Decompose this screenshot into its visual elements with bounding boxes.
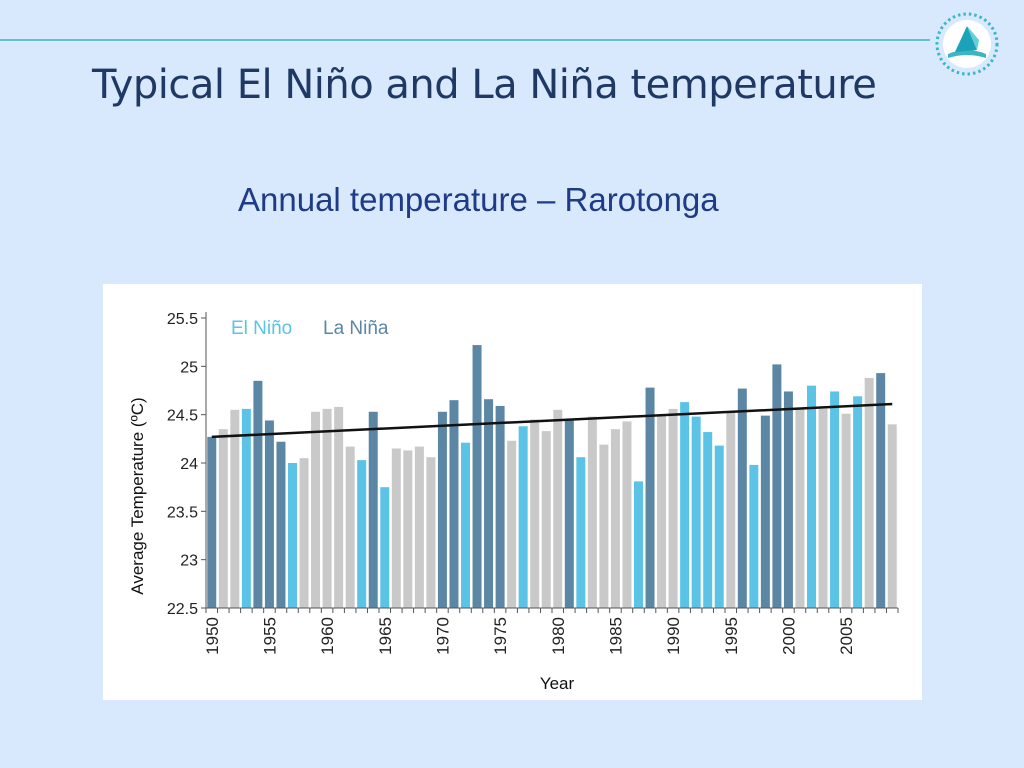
bar-1991	[680, 402, 690, 608]
x-tick-label: 1960	[318, 617, 337, 655]
bar-1995	[726, 411, 736, 608]
x-tick-label: 1985	[606, 617, 625, 655]
bar-1997	[749, 464, 759, 608]
bar-1988	[645, 387, 655, 608]
bar-1950	[207, 436, 217, 608]
bar-1982	[576, 457, 586, 608]
x-axis: 1950 1955 1960 1965 1970 1975 1980 1985 1990 1995…	[203, 607, 899, 655]
bar-1967	[403, 450, 413, 608]
bar-1990	[668, 408, 678, 608]
bar-1971	[449, 400, 459, 608]
bar-1959	[311, 411, 321, 608]
x-tick-label: 1955	[260, 617, 279, 655]
y-tick-label: 23.5	[167, 504, 198, 521]
bar-1968	[414, 446, 424, 608]
sail-boat-logo-icon	[935, 12, 999, 76]
bar-1957	[288, 463, 297, 608]
bar-1974	[484, 399, 494, 608]
bar-1992	[691, 416, 701, 608]
bar-1961	[334, 406, 344, 608]
x-tick-label: 1995	[722, 617, 741, 655]
bar-1979	[541, 431, 551, 608]
bar-1956	[276, 441, 286, 608]
bar-1980	[553, 409, 563, 608]
bar-1994	[714, 445, 724, 608]
bar-2006	[853, 396, 863, 608]
y-tick-label: 24	[180, 456, 198, 473]
header-divider-line	[0, 39, 930, 41]
bar-1970	[437, 411, 447, 608]
legend-la-nina: La Niña	[323, 318, 389, 339]
bar-1984	[599, 444, 609, 608]
bar-2000	[783, 391, 793, 608]
bar-1963	[357, 460, 367, 608]
bar-1964	[368, 411, 378, 608]
bar-1960	[322, 408, 332, 608]
slide-subtitle: Annual temperature – Rarotonga	[238, 181, 719, 218]
bar-2005	[841, 413, 851, 608]
bar-1958	[299, 458, 309, 608]
bar-1985	[610, 429, 620, 608]
y-axis: 22.5 23 23.5 24 24.5 25 25.5	[167, 311, 207, 618]
bar-1999	[772, 364, 782, 608]
bar-2001	[795, 408, 805, 608]
bar-2009	[887, 424, 897, 608]
x-tick-label: 1980	[549, 617, 568, 655]
bar-1951	[218, 429, 228, 608]
bar-1983	[587, 416, 597, 608]
bar-1953	[241, 408, 251, 608]
y-tick-label: 25.5	[167, 311, 198, 328]
bar-1952	[230, 409, 240, 608]
x-tick-label: 1975	[491, 617, 510, 655]
y-tick-label: 23	[180, 553, 198, 570]
bar-1976	[507, 440, 517, 608]
bar-1996	[737, 388, 747, 608]
bar-1965	[380, 487, 390, 608]
trend-line	[211, 402, 893, 439]
bar-1972	[461, 442, 470, 608]
x-tick-label: 2005	[837, 617, 856, 655]
legend-el-nino: El Niño	[231, 318, 292, 339]
x-tick-label: 1990	[664, 617, 683, 655]
bar-1954	[253, 380, 263, 608]
bar-2004	[830, 391, 840, 608]
trend-line-group	[211, 402, 893, 439]
bar-1973	[472, 345, 482, 608]
bar-1969	[426, 457, 436, 608]
x-tick-label: 2000	[779, 617, 798, 655]
bar-1962	[345, 446, 355, 608]
chart-panel: 22.5 23 23.5 24 24.5 25 25.5 1950 1955 1960 1965 1…	[103, 284, 922, 700]
bar-1975	[495, 405, 505, 608]
bar-1998	[760, 415, 770, 608]
y-tick-label: 24.5	[167, 408, 198, 425]
bar-1987	[634, 481, 643, 608]
x-tick-label: 1970	[433, 617, 452, 655]
bar-2007	[864, 377, 874, 608]
x-tick-label: 1965	[376, 617, 395, 655]
x-tick-label: 1950	[203, 617, 222, 655]
x-axis-label: Year	[540, 674, 575, 693]
bar-1977	[518, 426, 528, 608]
bar-2002	[807, 385, 816, 608]
bar-1978	[530, 419, 540, 608]
bar-2008	[876, 373, 886, 608]
bar-1986	[622, 421, 632, 608]
bar-1989	[657, 414, 667, 608]
y-tick-label: 25	[180, 359, 198, 376]
slide-title: Typical El Niño and La Niña temperature	[92, 62, 877, 108]
bar-1993	[703, 432, 713, 608]
y-axis-label: Average Temperature (ºC)	[128, 397, 147, 594]
y-tick-label: 22.5	[167, 601, 198, 618]
bar-1955	[264, 420, 274, 608]
bar-2003	[818, 408, 828, 608]
bar-1981	[564, 418, 574, 608]
bars	[207, 345, 897, 608]
bar-1966	[391, 448, 401, 608]
